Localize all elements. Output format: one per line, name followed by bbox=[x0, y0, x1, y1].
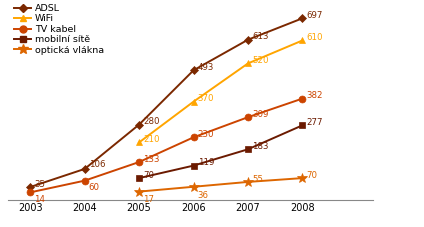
WiFi bbox=[191, 100, 196, 103]
Line: optická vlákna: optická vlákna bbox=[134, 173, 307, 196]
optická vlákna bbox=[137, 190, 142, 193]
TV kabel bbox=[191, 136, 196, 139]
Text: 610: 610 bbox=[307, 33, 323, 42]
ADSL bbox=[28, 186, 33, 188]
Text: 309: 309 bbox=[252, 110, 268, 119]
TV kabel bbox=[137, 161, 142, 163]
Text: 17: 17 bbox=[143, 195, 154, 205]
Text: 520: 520 bbox=[252, 56, 269, 65]
Text: 493: 493 bbox=[198, 63, 214, 72]
mobilní sítě bbox=[191, 164, 196, 167]
Text: 55: 55 bbox=[252, 175, 263, 184]
Text: 277: 277 bbox=[307, 118, 323, 127]
WiFi bbox=[245, 62, 251, 65]
WiFi bbox=[137, 141, 142, 144]
Text: 613: 613 bbox=[252, 32, 269, 42]
optická vlákna bbox=[300, 177, 305, 180]
Text: 35: 35 bbox=[34, 180, 45, 189]
mobilní sítě bbox=[300, 124, 305, 127]
ADSL bbox=[191, 69, 196, 72]
Text: 133: 133 bbox=[143, 155, 160, 164]
Text: 60: 60 bbox=[89, 183, 100, 192]
WiFi bbox=[300, 39, 305, 42]
TV kabel bbox=[245, 116, 251, 118]
Text: 370: 370 bbox=[198, 94, 214, 103]
Text: 382: 382 bbox=[307, 91, 323, 100]
ADSL bbox=[137, 123, 142, 126]
optická vlákna bbox=[245, 180, 251, 183]
Text: 230: 230 bbox=[198, 130, 214, 139]
mobilní sítě bbox=[245, 148, 251, 151]
Text: 70: 70 bbox=[307, 171, 318, 180]
Legend: ADSL, WiFi, TV kabel, mobilní sítě, optická vlákna: ADSL, WiFi, TV kabel, mobilní sítě, opti… bbox=[13, 3, 105, 56]
Line: ADSL: ADSL bbox=[27, 15, 306, 190]
optická vlákna bbox=[191, 185, 196, 188]
Text: 280: 280 bbox=[143, 117, 160, 126]
Line: WiFi: WiFi bbox=[136, 37, 306, 146]
Text: 119: 119 bbox=[198, 158, 214, 167]
ADSL bbox=[300, 17, 305, 20]
TV kabel bbox=[300, 97, 305, 100]
Text: 183: 183 bbox=[252, 142, 269, 151]
Line: mobilní sítě: mobilní sítě bbox=[136, 122, 306, 181]
ADSL bbox=[245, 38, 251, 41]
Text: 697: 697 bbox=[307, 11, 323, 20]
Text: 14: 14 bbox=[34, 195, 45, 204]
Text: 106: 106 bbox=[89, 160, 105, 169]
Text: 210: 210 bbox=[143, 135, 160, 144]
mobilní sítě bbox=[137, 177, 142, 180]
ADSL bbox=[82, 168, 87, 170]
TV kabel bbox=[82, 179, 87, 182]
Line: TV kabel: TV kabel bbox=[27, 95, 306, 196]
Text: 70: 70 bbox=[143, 171, 154, 180]
TV kabel bbox=[28, 191, 33, 194]
Text: 36: 36 bbox=[198, 191, 209, 200]
